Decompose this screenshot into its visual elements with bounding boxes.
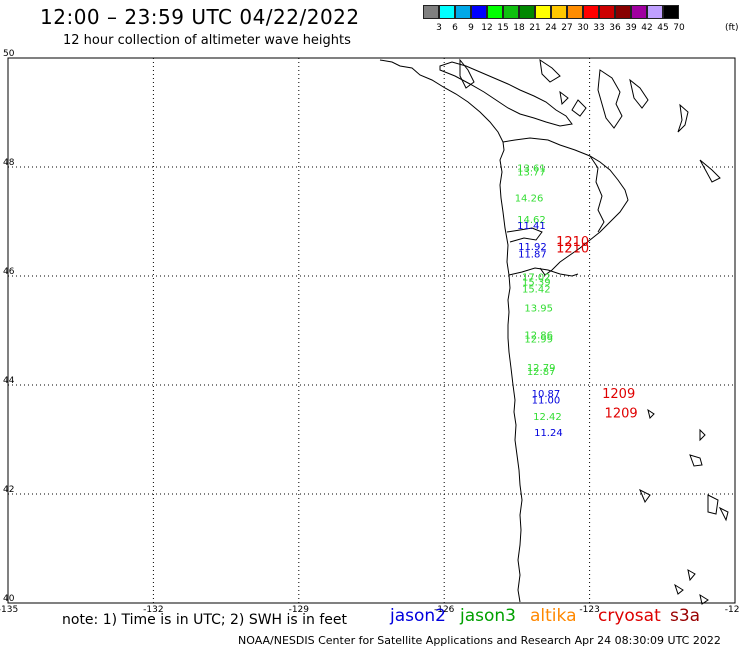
coastline-interior-lakes bbox=[639, 103, 729, 605]
coastline-vancouver-island bbox=[439, 61, 573, 127]
lat-tick-label: 50 bbox=[3, 49, 15, 59]
wave-height-value: 11.24 bbox=[534, 428, 563, 439]
mission-s3a: s3a bbox=[670, 606, 701, 626]
wave-height-value: 13.77 bbox=[517, 168, 546, 179]
pass-time: 1209 bbox=[605, 407, 638, 422]
color-scale-label: 3 bbox=[436, 23, 442, 33]
color-swatch bbox=[583, 5, 599, 19]
pass-time: 1209 bbox=[602, 387, 635, 402]
wave-height-value: 12.86 bbox=[524, 331, 553, 342]
wave-height-value: 12.87 bbox=[527, 367, 556, 378]
coastline-mainland bbox=[379, 59, 523, 603]
lon-tick-label: -120 bbox=[725, 605, 740, 615]
color-swatch bbox=[647, 5, 663, 19]
lat-tick-label: 40 bbox=[3, 594, 15, 604]
wave-height-value: 10.87 bbox=[532, 389, 561, 400]
wave-height-value: 14.26 bbox=[515, 193, 544, 204]
color-swatch bbox=[519, 5, 535, 19]
mission-jason2: jason2 bbox=[390, 606, 446, 626]
color-swatch bbox=[423, 5, 439, 19]
wave-height-value: 13.61 bbox=[517, 163, 546, 174]
color-scale-label: 45 bbox=[657, 23, 669, 33]
mission-altika: altika bbox=[530, 606, 577, 626]
footnote: note: 1) Time is in UTC; 2) SWH is in fe… bbox=[62, 612, 348, 628]
lat-tick-label: 48 bbox=[3, 158, 15, 168]
wave-height-value: 12.99 bbox=[524, 334, 553, 345]
color-scale-label: 36 bbox=[609, 23, 621, 33]
color-scale-label: 15 bbox=[497, 23, 509, 33]
color-swatch bbox=[439, 5, 455, 19]
color-swatch bbox=[567, 5, 583, 19]
wave-height-value: 14.62 bbox=[517, 215, 546, 226]
wave-height-value: 17.02 bbox=[522, 272, 551, 283]
color-scale-label: 9 bbox=[468, 23, 474, 33]
color-swatch bbox=[455, 5, 471, 19]
color-scale-label: 12 bbox=[481, 23, 493, 33]
mission-jason3: jason3 bbox=[460, 606, 516, 626]
color-swatch bbox=[503, 5, 519, 19]
coastline-grays-harbor bbox=[506, 227, 543, 243]
color-scale-label: 24 bbox=[545, 23, 557, 33]
coastline-columbia-river bbox=[508, 267, 579, 277]
color-scale-labels: 3 6 9 12 15 18 21 24 27 30 33 36 39 42 45 70 bbox=[423, 23, 733, 37]
credit-line: NOAA/NESDIS Center for Satellite Applica… bbox=[238, 634, 721, 647]
color-scale-swatches bbox=[423, 5, 679, 19]
color-swatch bbox=[663, 5, 679, 19]
pass-time: 1210 bbox=[556, 235, 589, 250]
color-scale-label: 33 bbox=[593, 23, 605, 33]
coastline-bc-islands bbox=[459, 58, 649, 129]
color-scale-unit: (ft) bbox=[725, 23, 739, 33]
graticule bbox=[8, 58, 735, 603]
color-swatch bbox=[487, 5, 503, 19]
lat-tick-label: 46 bbox=[3, 267, 15, 277]
wave-height-value: 12.79 bbox=[527, 363, 556, 374]
color-scale-label: 42 bbox=[641, 23, 653, 33]
mission-cryosat: cryosat bbox=[598, 606, 661, 626]
map-title: 12:00 – 23:59 UTC 04/22/2022 bbox=[40, 5, 360, 29]
color-swatch bbox=[615, 5, 631, 19]
color-scale-label: 39 bbox=[625, 23, 637, 33]
color-swatch bbox=[631, 5, 647, 19]
lon-tick-label: -129 bbox=[289, 605, 310, 615]
coastline-juan-de-fuca bbox=[502, 137, 629, 276]
wave-height-value: 12.42 bbox=[533, 412, 562, 423]
color-scale-label: 27 bbox=[561, 23, 573, 33]
color-scale-legend: 3 6 9 12 15 18 21 24 27 30 33 36 39 42 45 70 (ft) bbox=[423, 5, 739, 33]
map-frame bbox=[7, 57, 736, 604]
map-subtitle: 12 hour collection of altimeter wave hei… bbox=[63, 33, 351, 48]
wave-height-value: 11.92 bbox=[518, 242, 547, 253]
coastline bbox=[379, 58, 729, 605]
wave-height-value: 11.00 bbox=[532, 396, 561, 407]
lat-tick-label: 42 bbox=[3, 485, 14, 495]
wave-height-value: 11.41 bbox=[517, 221, 546, 232]
color-scale-label: 18 bbox=[513, 23, 525, 33]
color-scale-label: 21 bbox=[529, 23, 541, 33]
axis-tick-labels: -135 -132 -129 -126 -123 -120 50 48 46 44 42 40 bbox=[0, 49, 740, 615]
lon-tick-label: -135 bbox=[0, 605, 18, 615]
color-swatch bbox=[471, 5, 487, 19]
color-swatch bbox=[535, 5, 551, 19]
map-border bbox=[7, 57, 736, 604]
lat-tick-label: 44 bbox=[3, 376, 15, 386]
wave-height-value: 11.87 bbox=[518, 249, 547, 260]
color-swatch bbox=[551, 5, 567, 19]
lon-tick-label: -123 bbox=[579, 605, 599, 615]
lon-tick-label: -132 bbox=[143, 605, 163, 615]
pass-time: 1210 bbox=[556, 242, 589, 257]
lon-tick-label: -126 bbox=[434, 605, 455, 615]
wave-height-value: 15.42 bbox=[522, 284, 551, 295]
color-scale-label: 70 bbox=[673, 23, 685, 33]
wave-height-value: 15.39 bbox=[522, 277, 551, 288]
color-swatch bbox=[599, 5, 615, 19]
wave-height-value: 13.95 bbox=[524, 303, 553, 314]
color-scale-label: 30 bbox=[577, 23, 589, 33]
color-scale-label: 6 bbox=[452, 23, 458, 33]
coastline-puget-sound bbox=[589, 155, 605, 233]
